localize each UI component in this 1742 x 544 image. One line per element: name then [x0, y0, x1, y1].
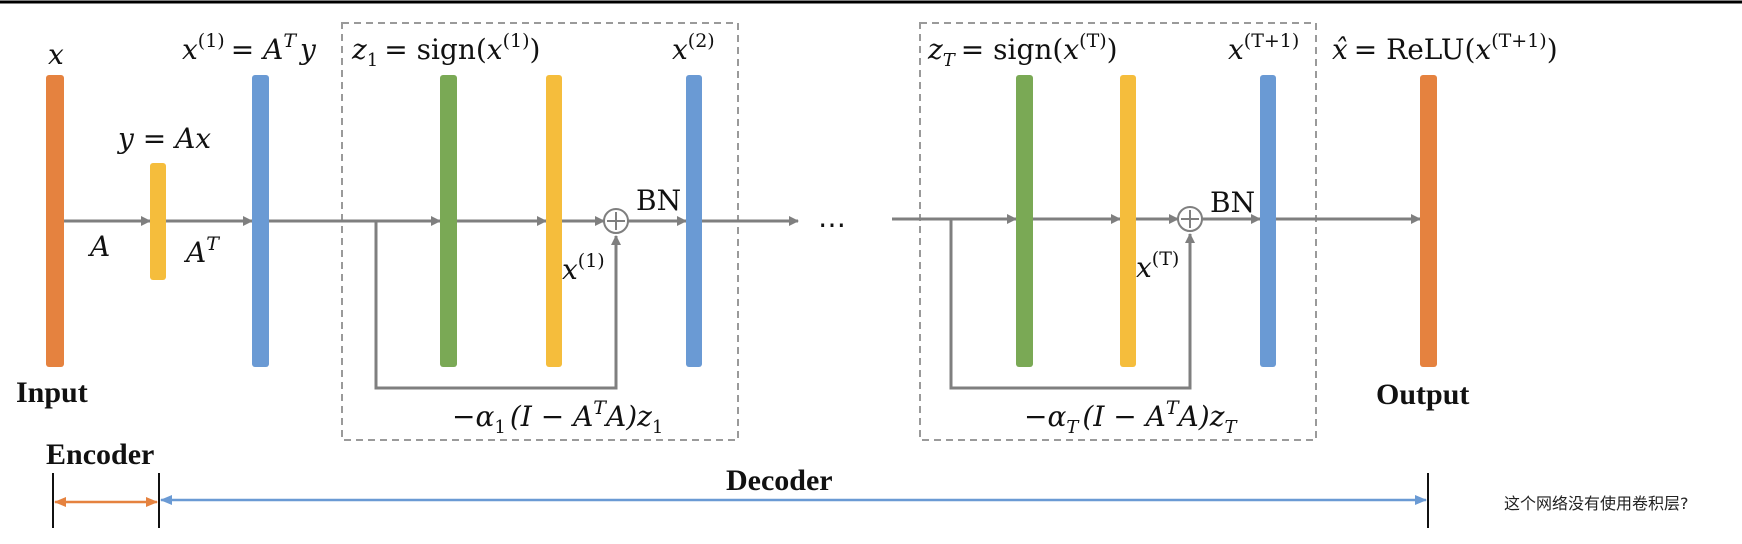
label-residual-1: −α1 (I − ATA)z1	[452, 397, 663, 438]
label-decoder: Decoder	[726, 464, 833, 497]
label-xT-small: x(T)	[1136, 248, 1179, 284]
label-x1-eq: x(1) = AT y	[182, 30, 317, 66]
sign-layer-bar-T	[1016, 75, 1033, 367]
residual-layer-bar-1	[546, 75, 562, 367]
label-encoder: Encoder	[46, 438, 154, 471]
input-layer-bar	[46, 75, 64, 367]
label-BN-T: BN	[1210, 186, 1255, 219]
skip-connection-T	[949, 219, 1195, 390]
annotation-note: 这个网络没有使用卷积层?	[1504, 494, 1689, 513]
label-x: x	[48, 38, 64, 71]
label-ellipsis: ⋯	[818, 208, 846, 241]
label-input: Input	[16, 376, 88, 409]
residual-layer-bar-T	[1120, 75, 1136, 367]
label-x1-small: x(1)	[562, 250, 605, 286]
xT1-layer-bar	[1260, 75, 1276, 367]
label-A: A	[87, 230, 110, 263]
forward-arrows	[62, 214, 1421, 390]
label-residual-T: −αT (I − ATA)zT	[1024, 397, 1238, 438]
label-x2: x(2)	[672, 30, 715, 66]
x1-layer-bar	[252, 75, 269, 367]
x2-layer-bar	[686, 75, 702, 367]
measurement-layer-bar	[150, 163, 166, 280]
label-y-eq: y = Ax	[116, 122, 211, 155]
label-output: Output	[1376, 378, 1469, 411]
output-layer-bar	[1420, 75, 1437, 367]
label-zT-eq: zT = sign(x(T))	[927, 30, 1118, 71]
skip-connection-1	[374, 221, 621, 390]
sum-node-T	[1177, 206, 1203, 232]
label-AT: AT	[183, 233, 220, 269]
iteration-block-T	[919, 22, 1317, 441]
label-z1-eq: z1 = sign(x(1))	[351, 30, 540, 71]
sign-layer-bar-1	[440, 75, 457, 367]
label-BN-1: BN	[636, 184, 681, 217]
label-xhat-eq: x̂ = ReLU(x(T+1))	[1332, 30, 1558, 66]
iteration-block-1	[341, 22, 739, 441]
label-xT1: x(T+1)	[1228, 30, 1299, 66]
sum-node-1	[603, 208, 629, 234]
